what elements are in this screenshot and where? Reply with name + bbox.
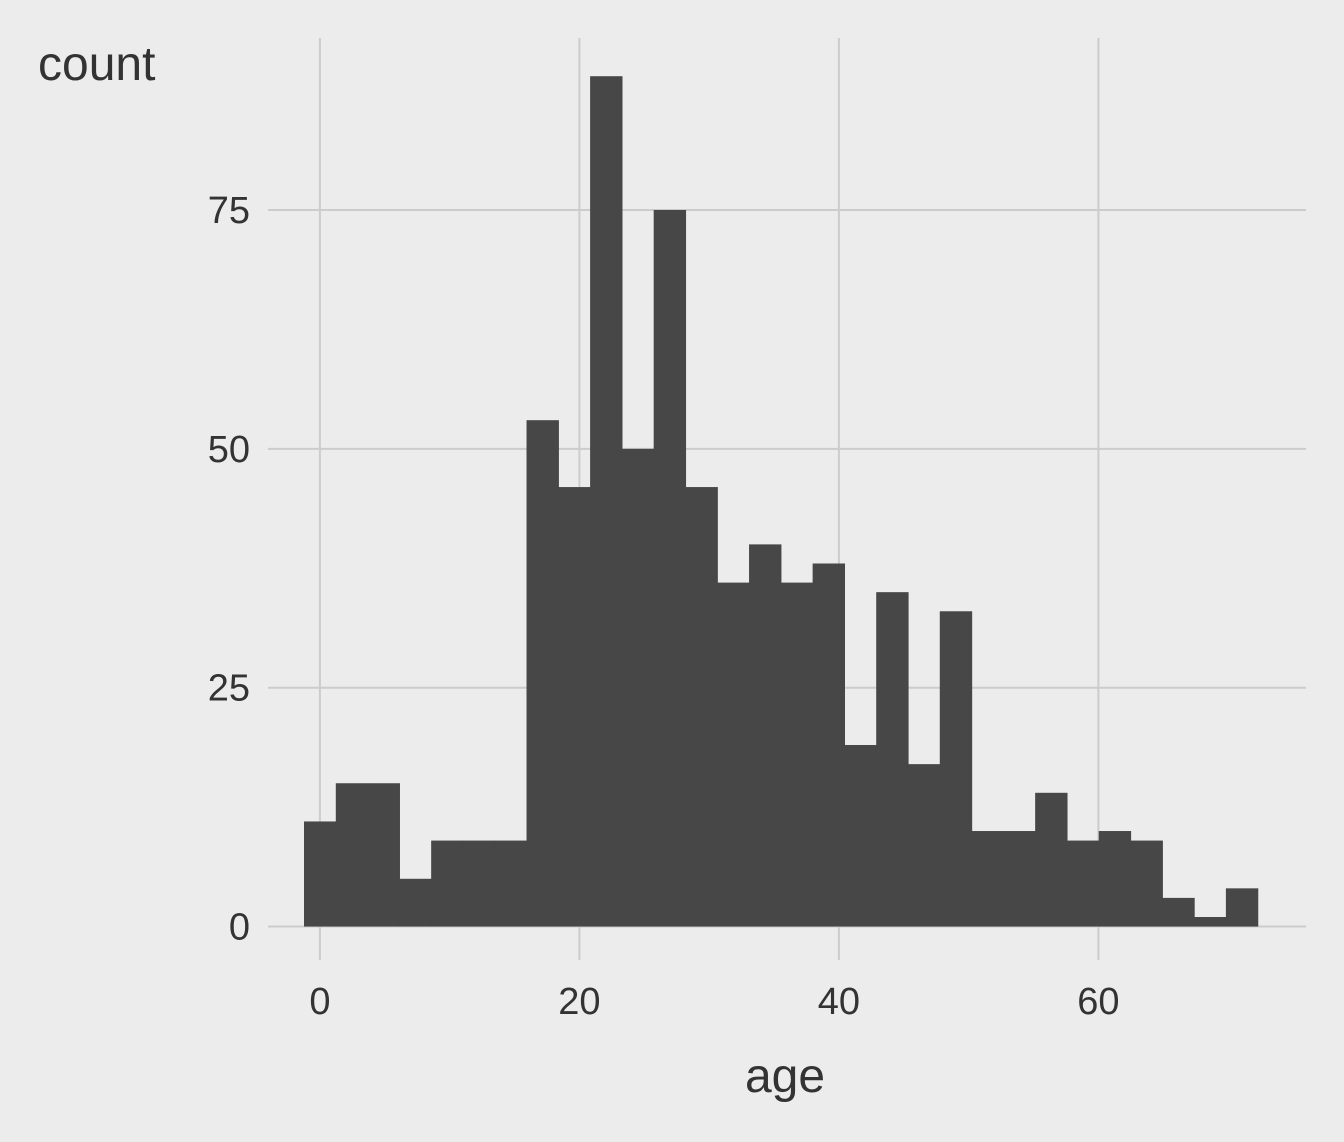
y-axis-title: count [38, 38, 155, 91]
bars-layer [304, 76, 1259, 927]
histogram-bar [494, 840, 528, 927]
histogram-bar [1162, 897, 1195, 927]
x-tick-label: 20 [558, 981, 600, 1023]
histogram-bar [462, 840, 496, 927]
x-tick-label: 60 [1077, 981, 1119, 1023]
tick-labels: 0 25 50 75 0 20 40 60 [208, 190, 1120, 1023]
histogram-bar [399, 878, 432, 927]
histogram-bar [812, 563, 846, 927]
histogram-bar [590, 76, 623, 927]
histogram-bar [844, 745, 877, 927]
y-tick-label: 75 [208, 190, 250, 232]
histogram-bar [876, 592, 909, 927]
histogram-bar [1003, 831, 1036, 927]
histogram-bar [1194, 917, 1227, 927]
x-tick-label: 40 [818, 981, 860, 1023]
histogram-bar [907, 764, 941, 927]
histogram-bar [653, 209, 687, 927]
histogram-bar [1066, 840, 1100, 927]
histogram-bar [558, 487, 591, 927]
histogram-bar [526, 420, 559, 927]
histogram-bar [1098, 831, 1132, 927]
y-tick-label: 50 [208, 429, 250, 471]
histogram-bar [685, 487, 718, 927]
histogram-bar [939, 611, 973, 927]
histogram-bar [717, 582, 750, 927]
histogram-bar [304, 821, 337, 927]
x-tick-label: 0 [309, 981, 330, 1023]
histogram-bar [1130, 840, 1163, 927]
histogram-bar [367, 783, 400, 927]
histogram-bar [1225, 888, 1259, 927]
histogram-bar [971, 831, 1004, 927]
y-tick-label: 0 [229, 907, 250, 949]
x-axis-title: age [745, 1050, 825, 1103]
histogram-bar [1035, 792, 1068, 927]
y-tick-label: 25 [208, 668, 250, 710]
histogram-bar [335, 783, 369, 927]
histogram-bar [749, 544, 782, 927]
histogram-bar [431, 840, 464, 927]
histogram-bar [621, 448, 655, 927]
histogram-bar [780, 582, 814, 927]
